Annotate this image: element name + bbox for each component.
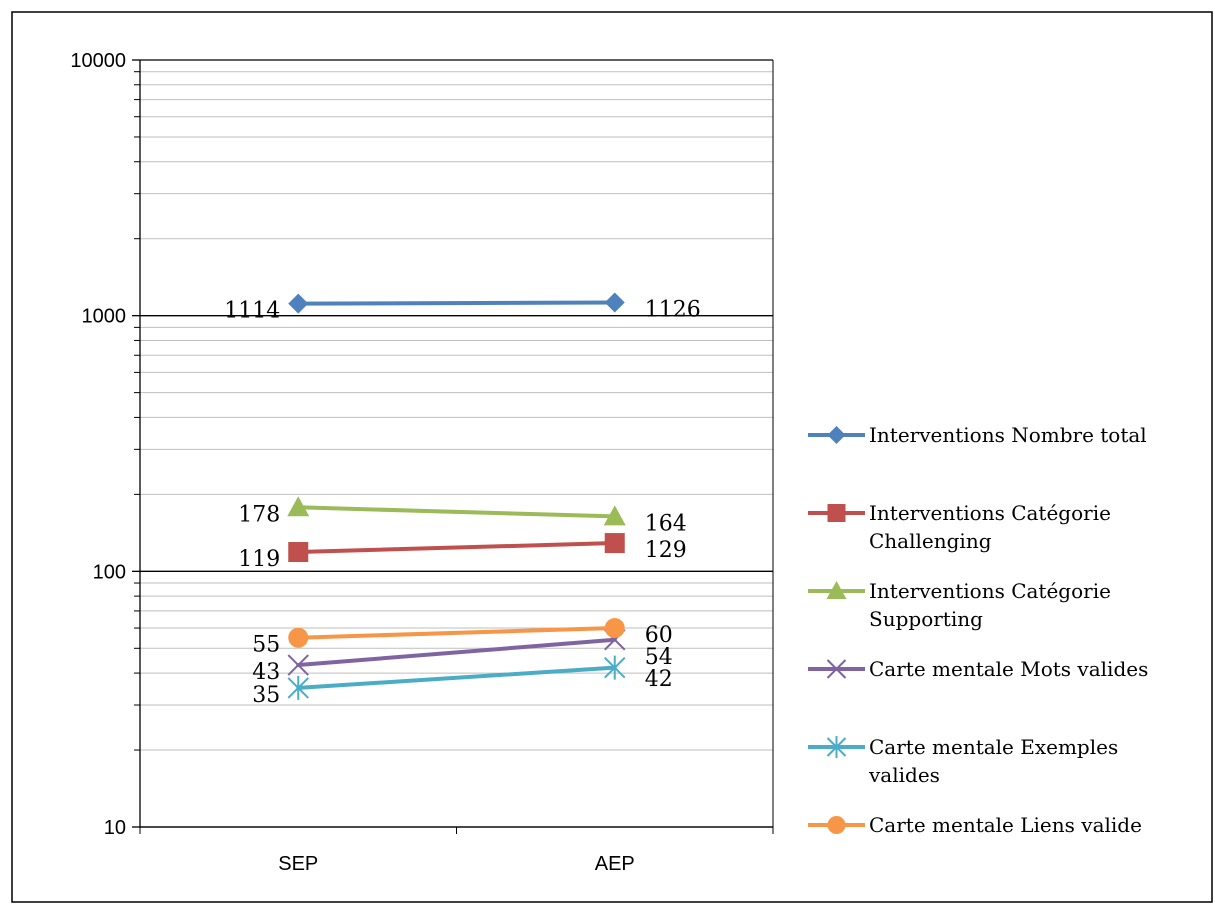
legend-marker — [826, 581, 847, 599]
x-marker — [826, 659, 847, 679]
legend-label: Interventions Nombre total — [869, 423, 1147, 447]
axes: 10 100 1000 10000 SEP AEP — [70, 50, 774, 875]
x-tick-label: AEP — [595, 853, 635, 875]
y-tick-label: 10 — [104, 817, 126, 839]
chart-border — [11, 11, 1213, 903]
y-tick-label: 10000 — [70, 50, 126, 72]
legend-marker — [827, 816, 846, 834]
data-point — [288, 627, 309, 648]
legend-item: Interventions Nombre total — [808, 423, 1147, 447]
y-tick-label: 100 — [93, 561, 126, 583]
legend-item: Carte mentale Mots valides — [808, 657, 1148, 681]
data-label: 1114 — [224, 299, 280, 324]
legend-label: Carte mentale Exemples — [869, 735, 1118, 759]
series-group — [287, 292, 626, 700]
star-marker — [604, 655, 626, 680]
y-tick-label: 1000 — [82, 306, 127, 328]
x-tick-label: SEP — [278, 853, 318, 875]
legend-item: Carte mentale Exemples valides — [808, 735, 1118, 787]
series-line — [296, 505, 617, 519]
data-label: 43 — [252, 660, 280, 685]
data-label: 164 — [645, 511, 687, 536]
circle-marker — [288, 627, 309, 648]
square-marker — [827, 504, 846, 522]
square-marker — [288, 542, 309, 563]
legend-label: Interventions Catégorie — [869, 579, 1111, 603]
data-point — [287, 654, 309, 676]
diamond-marker — [604, 292, 625, 313]
diamond-marker — [827, 426, 846, 444]
data-label: 129 — [645, 538, 687, 563]
data-label: 119 — [238, 547, 280, 572]
data-point — [603, 505, 626, 526]
data-label: 178 — [238, 502, 280, 527]
legend-label: valides — [868, 763, 940, 787]
triangle-marker — [287, 496, 310, 517]
series-line — [296, 626, 617, 640]
series-line — [296, 300, 617, 306]
legend-marker — [827, 504, 846, 522]
data-point — [604, 618, 625, 639]
legend-label: Carte mentale Mots valides — [869, 657, 1148, 681]
legend-item: Interventions Catégorie Supporting — [808, 579, 1111, 631]
legend-label: Carte mentale Liens valide — [869, 813, 1142, 837]
circle-marker — [604, 618, 625, 639]
legend: Interventions Nombre total Interventions … — [808, 423, 1148, 837]
data-point — [604, 292, 625, 313]
square-marker — [604, 533, 625, 554]
series-line — [296, 665, 617, 690]
triangle-marker — [826, 581, 847, 599]
legend-item: Carte mentale Liens valide — [808, 813, 1142, 837]
legend-label: Challenging — [869, 529, 992, 553]
triangle-marker — [603, 505, 626, 526]
data-point — [288, 542, 309, 563]
series-line — [296, 541, 617, 555]
data-label: 35 — [252, 683, 280, 708]
data-label: 55 — [252, 633, 280, 658]
legend-label: Supporting — [869, 607, 983, 631]
star-marker — [287, 675, 309, 700]
legend-item: Interventions Catégorie Challenging — [808, 501, 1111, 553]
data-point — [287, 496, 310, 517]
diamond-marker — [288, 293, 309, 314]
legend-marker — [826, 659, 847, 679]
data-label: 60 — [645, 623, 673, 648]
series-line — [296, 637, 617, 668]
data-point — [604, 655, 626, 680]
data-label: 54 — [645, 645, 673, 670]
legend-marker — [826, 736, 847, 758]
data-label: 42 — [645, 667, 673, 692]
data-point — [604, 533, 625, 554]
star-marker — [826, 736, 847, 758]
x-marker — [287, 654, 309, 676]
data-label: 1126 — [645, 297, 701, 322]
data-point — [288, 293, 309, 314]
legend-label: Interventions Catégorie — [869, 501, 1111, 525]
legend-marker — [827, 426, 846, 444]
circle-marker — [827, 816, 846, 834]
data-point — [287, 675, 309, 700]
